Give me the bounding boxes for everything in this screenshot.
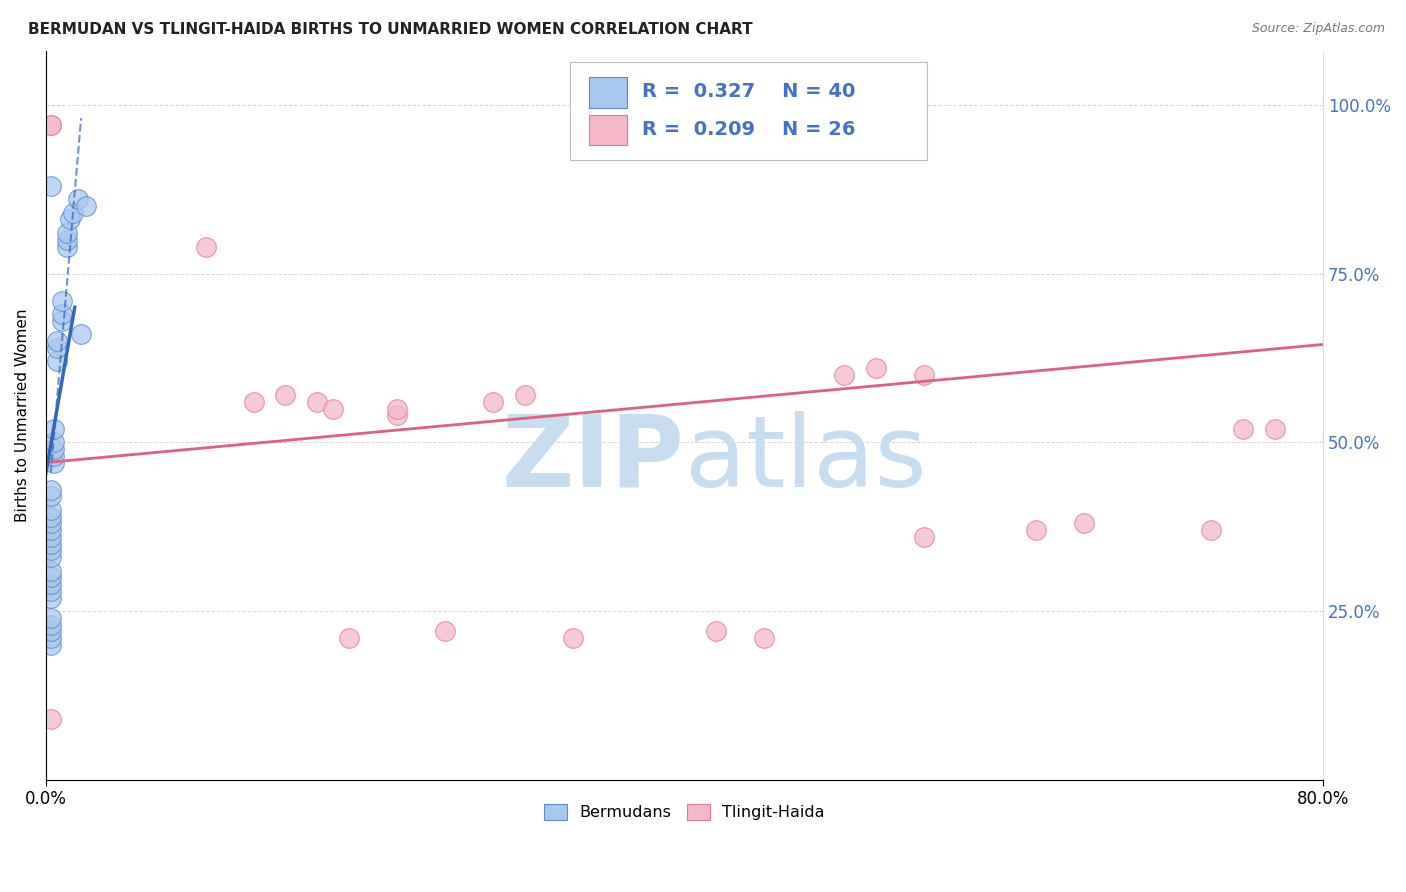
Point [75, 199, 97, 213]
Point [1073, 516, 1095, 531]
Point [39, 530, 62, 544]
Point [39, 638, 62, 652]
FancyBboxPatch shape [589, 77, 627, 108]
Point [39, 118, 62, 132]
Point [39, 611, 62, 625]
FancyBboxPatch shape [569, 62, 927, 160]
Point [51, 307, 73, 321]
Point [55, 233, 77, 247]
Y-axis label: Births to Unmarried Women: Births to Unmarried Women [15, 309, 30, 522]
Point [39, 509, 62, 524]
Point [62, 205, 84, 219]
FancyBboxPatch shape [589, 115, 627, 145]
Point [39, 570, 62, 584]
Point [322, 401, 344, 416]
Point [46, 354, 69, 368]
Point [385, 409, 408, 423]
Text: Source: ZipAtlas.com: Source: ZipAtlas.com [1251, 22, 1385, 36]
Point [274, 388, 297, 402]
Point [39, 631, 62, 645]
Point [42, 449, 65, 463]
Point [39, 178, 62, 193]
Point [55, 226, 77, 240]
Point [39, 624, 62, 639]
Point [39, 577, 62, 591]
Point [39, 503, 62, 517]
Point [39, 516, 62, 531]
Point [482, 394, 505, 409]
Point [39, 712, 62, 726]
Point [39, 583, 62, 598]
Point [194, 239, 217, 253]
Point [1232, 422, 1254, 436]
Point [434, 624, 457, 639]
Point [832, 368, 855, 382]
Point [59, 212, 82, 227]
Point [39, 536, 62, 550]
Point [385, 401, 408, 416]
Point [561, 631, 583, 645]
Point [706, 624, 728, 639]
Point [1025, 523, 1047, 537]
Point [70, 327, 93, 342]
Point [39, 543, 62, 558]
Text: R =  0.327    N = 40: R = 0.327 N = 40 [643, 82, 856, 101]
Point [42, 456, 65, 470]
Point [42, 435, 65, 450]
Point [242, 394, 264, 409]
Point [39, 617, 62, 632]
Text: BERMUDAN VS TLINGIT-HAIDA BIRTHS TO UNMARRIED WOMEN CORRELATION CHART: BERMUDAN VS TLINGIT-HAIDA BIRTHS TO UNMA… [28, 22, 752, 37]
Point [55, 239, 77, 253]
Point [42, 442, 65, 456]
Point [39, 591, 62, 605]
Point [39, 489, 62, 503]
Point [46, 341, 69, 355]
Point [39, 118, 62, 132]
Point [39, 483, 62, 497]
Point [42, 422, 65, 436]
Point [39, 523, 62, 537]
Text: R =  0.209    N = 26: R = 0.209 N = 26 [643, 120, 856, 139]
Point [912, 368, 935, 382]
Point [307, 394, 329, 409]
Legend: Bermudans, Tlingit-Haida: Bermudans, Tlingit-Haida [538, 797, 831, 827]
Point [51, 293, 73, 308]
Point [754, 631, 776, 645]
Point [51, 314, 73, 328]
Point [513, 388, 536, 402]
Point [865, 361, 887, 376]
Point [66, 192, 89, 206]
Point [1201, 523, 1223, 537]
Point [912, 530, 935, 544]
Point [337, 631, 360, 645]
Point [46, 334, 69, 348]
Point [39, 564, 62, 578]
Text: ZIP: ZIP [502, 410, 685, 508]
Point [1264, 422, 1286, 436]
Point [39, 550, 62, 565]
Text: atlas: atlas [685, 410, 927, 508]
